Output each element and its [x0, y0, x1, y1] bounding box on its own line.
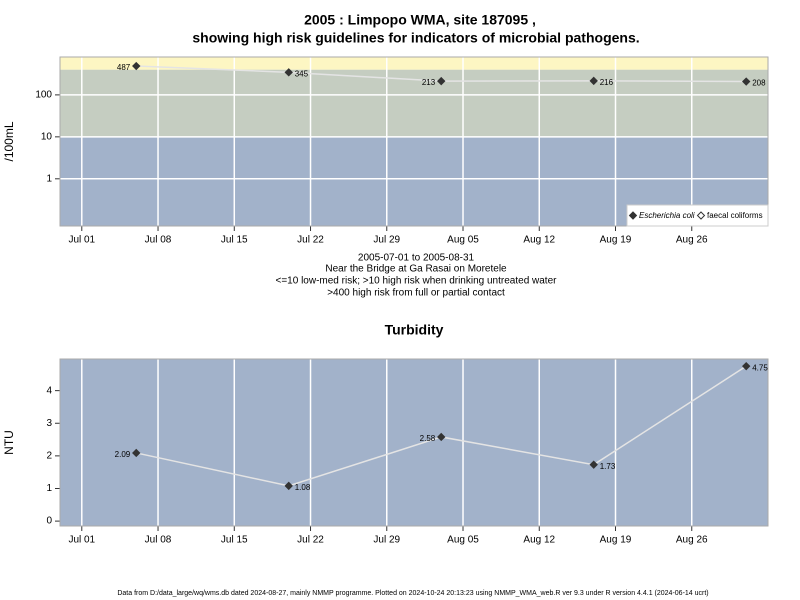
chart-title: showing high risk guidelines for indicat…	[192, 30, 639, 46]
x-tick-label: Jul 15	[221, 235, 248, 246]
x-tick-label: Jul 29	[373, 235, 400, 246]
legend-marker	[628, 211, 638, 220]
plot-background	[60, 359, 768, 526]
annotation: <=10 low-med risk; >10 high risk when dr…	[276, 276, 558, 287]
y-tick-label: 10	[41, 131, 53, 142]
data-point	[589, 76, 598, 86]
data-label: 487	[117, 63, 131, 72]
annotation: Near the Bridge at Ga Rasai on Moretele	[325, 264, 507, 275]
x-tick-label: Aug 26	[676, 535, 708, 546]
data-point	[437, 432, 446, 442]
x-tick-label: Aug 12	[523, 235, 555, 246]
y-axis-label: /100mL	[2, 121, 16, 161]
y-tick-label: 1	[46, 483, 52, 494]
y-axis-label: NTU	[2, 430, 16, 455]
data-point	[437, 76, 446, 86]
data-point	[284, 68, 293, 77]
data-point	[284, 481, 293, 491]
x-tick-label: Aug 05	[447, 235, 479, 246]
annotation: 2005-07-01 to 2005-08-31	[358, 253, 475, 264]
annotation: >400 high risk from full or partial cont…	[327, 288, 505, 299]
data-label: 213	[422, 78, 436, 87]
data-label: 4.75	[752, 363, 768, 372]
legend-marker	[696, 211, 706, 220]
x-tick-label: Aug 26	[676, 235, 708, 246]
data-label: 2.58	[420, 434, 436, 443]
y-tick-label: 100	[35, 90, 52, 101]
plot-frame	[59, 358, 769, 527]
data-point	[589, 460, 598, 469]
risk-band	[60, 57, 768, 70]
x-tick-label: Aug 19	[600, 535, 632, 546]
data-point	[132, 448, 141, 458]
footer: Data from D:/data_large/wq/wms.db dated …	[117, 590, 708, 597]
data-point	[742, 77, 751, 86]
x-tick-label: Jul 08	[145, 235, 172, 246]
data-label: 2.09	[115, 450, 131, 459]
x-tick-label: Jul 22	[297, 535, 324, 546]
y-tick-label: 4	[46, 385, 52, 396]
data-label: 1.08	[295, 483, 311, 492]
y-tick-label: 1	[46, 173, 52, 184]
x-tick-label: Jul 01	[68, 235, 95, 246]
x-tick-label: Jul 29	[373, 535, 400, 546]
y-tick-label: 2	[46, 451, 52, 462]
x-tick-label: Jul 15	[221, 535, 248, 546]
legend-label: Escherichia coli	[639, 211, 695, 220]
data-label: 216	[600, 78, 614, 87]
chart-title: 2005 : Limpopo WMA, site 187095 ,	[304, 12, 536, 28]
x-tick-label: Jul 08	[145, 535, 172, 546]
data-point	[132, 61, 141, 71]
legend-label: faecal coliforms	[707, 211, 763, 220]
y-tick-label: 3	[46, 418, 52, 429]
x-tick-label: Aug 05	[447, 535, 479, 546]
y-tick-label: 0	[46, 516, 52, 527]
x-tick-label: Aug 12	[523, 535, 555, 546]
data-label: 208	[752, 79, 766, 88]
data-label: 1.73	[600, 462, 616, 471]
chart-title: Turbidity	[385, 322, 444, 338]
x-tick-label: Jul 22	[297, 235, 324, 246]
data-label: 345	[295, 69, 309, 78]
data-point	[742, 361, 751, 371]
x-tick-label: Aug 19	[600, 235, 632, 246]
x-tick-label: Jul 01	[68, 535, 95, 546]
plot-frame	[59, 56, 769, 227]
